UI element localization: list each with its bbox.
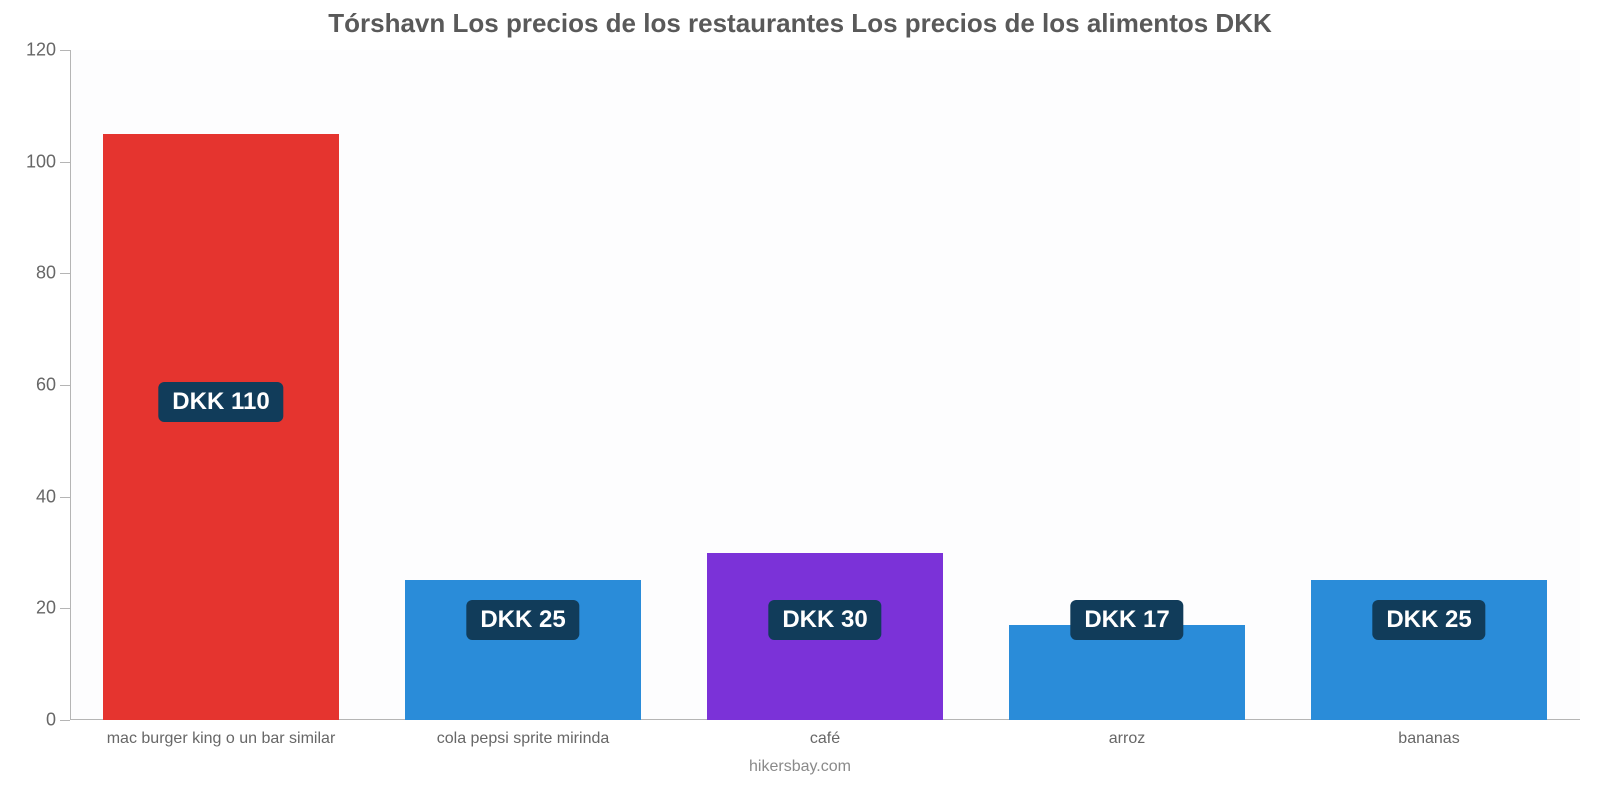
value-badge: DKK 30 (768, 600, 881, 640)
value-badge: DKK 110 (158, 382, 283, 422)
value-badge: DKK 17 (1070, 600, 1183, 640)
y-axis-label: 100 (26, 151, 70, 172)
y-axis-label: 80 (36, 263, 70, 284)
y-axis-label: 60 (36, 375, 70, 396)
x-axis-label: cola pepsi sprite mirinda (437, 720, 610, 748)
y-axis-label: 0 (46, 710, 70, 731)
bar (103, 134, 339, 720)
chart-footer: hikersbay.com (0, 758, 1600, 776)
y-axis-label: 40 (36, 486, 70, 507)
x-axis-label: mac burger king o un bar similar (107, 720, 336, 748)
chart-area: 020406080100120mac burger king o un bar … (70, 50, 1580, 720)
y-axis-label: 120 (26, 40, 70, 61)
value-badge: DKK 25 (466, 600, 579, 640)
value-badge: DKK 25 (1372, 600, 1485, 640)
y-axis-label: 20 (36, 598, 70, 619)
x-axis-label: bananas (1398, 720, 1459, 748)
chart-title: Tórshavn Los precios de los restaurantes… (0, 0, 1600, 39)
x-axis-label: arroz (1109, 720, 1145, 748)
x-axis-label: café (810, 720, 840, 748)
